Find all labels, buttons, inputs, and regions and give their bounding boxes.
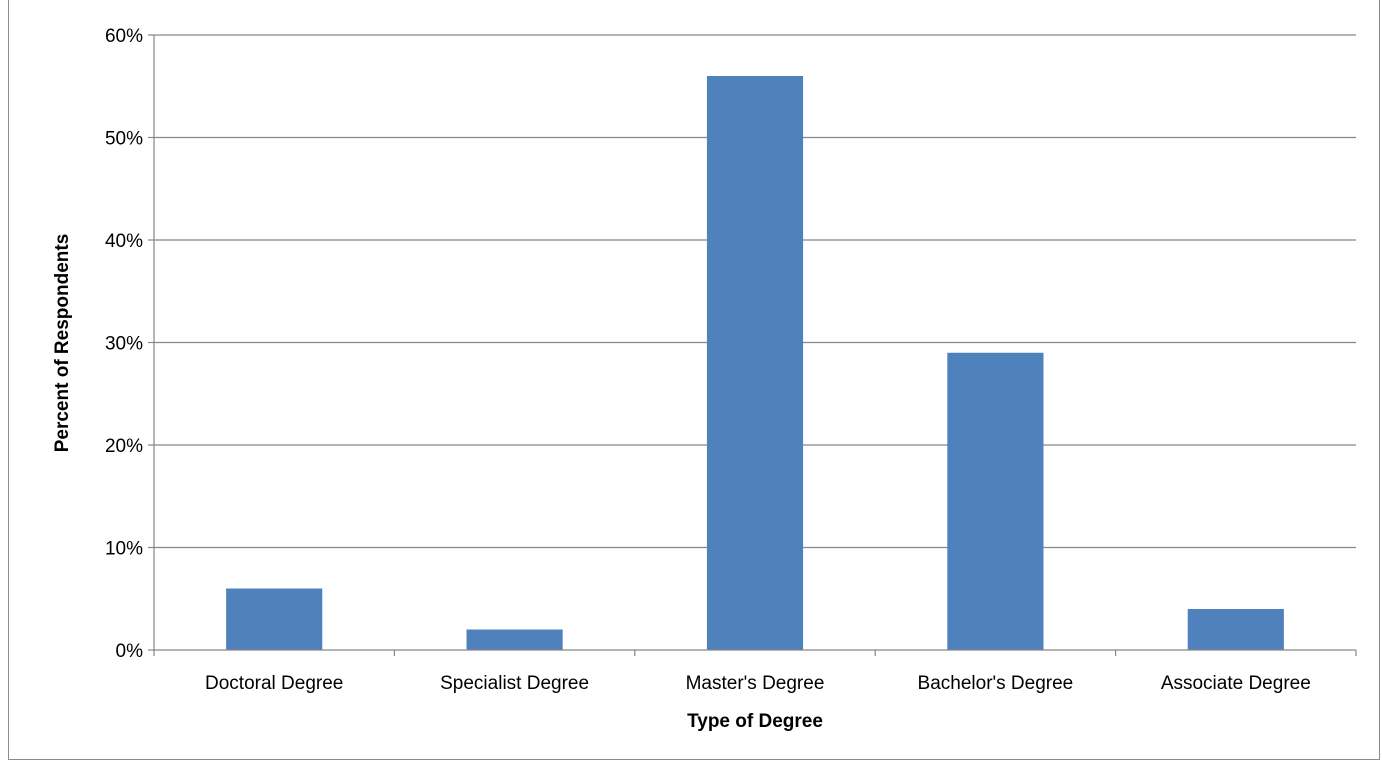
y-tick-label: 30% (105, 334, 143, 355)
y-tick-label: 40% (105, 231, 143, 252)
y-tick-labels: 0% 10% 20% 30% 40% 50% 60% (105, 26, 143, 662)
y-tick-label: 50% (105, 129, 143, 150)
x-axis-title: Type of Degree (687, 711, 823, 732)
y-tick-label: 0% (116, 641, 144, 662)
bar (947, 352, 1044, 650)
x-tick-label: Bachelor's Degree (918, 673, 1074, 694)
bar (1187, 609, 1284, 650)
x-tick-label: Associate Degree (1161, 673, 1311, 694)
y-axis-title: Percent of Respondents (52, 234, 73, 453)
y-tick-label: 10% (105, 539, 143, 560)
x-tick-label: Doctoral Degree (205, 673, 343, 694)
chart-frame (8, 0, 1380, 760)
bar (706, 76, 804, 650)
bar (226, 588, 323, 650)
x-tick-label: Specialist Degree (440, 673, 589, 694)
axes (148, 34, 1357, 656)
bar (466, 629, 563, 650)
x-tick-label: Master's Degree (686, 673, 825, 694)
bars (226, 76, 1284, 650)
x-tick-labels: Doctoral Degree Specialist Degree Master's… (205, 673, 1311, 694)
y-tick-label: 20% (105, 436, 143, 457)
y-tick-label: 60% (105, 26, 143, 47)
